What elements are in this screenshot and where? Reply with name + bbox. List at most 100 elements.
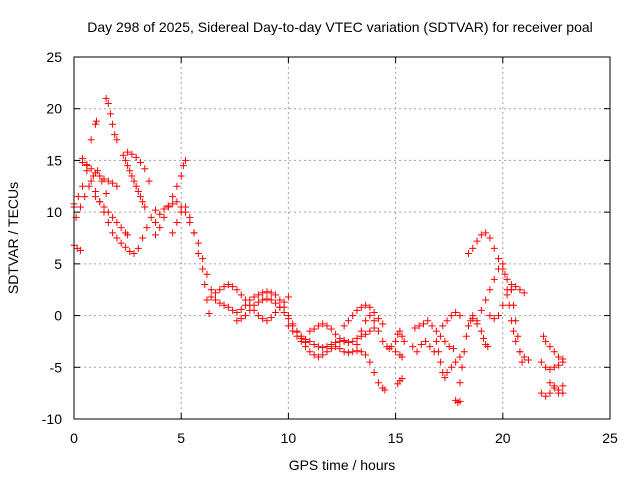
data-point [559, 382, 567, 390]
data-point [233, 286, 241, 294]
data-point [104, 100, 112, 108]
data-point [362, 317, 370, 325]
data-point [542, 337, 550, 345]
y-tick-label: 10 [46, 204, 62, 220]
series-track-aa [452, 396, 464, 406]
data-point [203, 270, 211, 278]
series-track-p [306, 320, 378, 346]
data-point [220, 283, 228, 291]
x-tick-label: 10 [281, 430, 297, 446]
data-point [501, 270, 509, 278]
data-point [199, 255, 207, 263]
data-point [447, 363, 455, 371]
data-point [289, 327, 297, 335]
data-point [306, 348, 314, 356]
data-point [495, 312, 503, 320]
data-point [207, 293, 215, 301]
data-point [374, 327, 382, 335]
data-point [306, 327, 314, 335]
series-track-r [353, 312, 393, 353]
data-point [280, 308, 288, 316]
data-point [424, 317, 432, 325]
data-point [181, 156, 189, 164]
data-point [319, 351, 327, 359]
data-point [272, 299, 280, 307]
data-point [381, 386, 389, 394]
data-point [224, 303, 232, 311]
x-tick-label: 0 [70, 430, 78, 446]
data-point [546, 389, 554, 397]
data-point [132, 153, 140, 161]
series-track-s [387, 327, 408, 351]
data-point [259, 315, 267, 323]
data-point [259, 296, 267, 304]
data-point [237, 305, 245, 313]
data-point [327, 345, 335, 353]
y-tick-label: 20 [46, 101, 62, 117]
data-point [357, 348, 365, 356]
data-point [109, 120, 117, 128]
x-tick-label: 15 [388, 430, 404, 446]
data-point [428, 322, 436, 330]
data-point [203, 296, 211, 304]
data-point [443, 317, 451, 325]
data-point [520, 289, 528, 297]
data-point [156, 210, 164, 218]
data-point [254, 298, 262, 306]
data-point [546, 379, 554, 387]
data-point [117, 239, 125, 247]
data-point [233, 317, 241, 325]
data-point [443, 368, 451, 376]
data-point [169, 229, 177, 237]
data-point [242, 296, 250, 304]
data-point [353, 347, 361, 355]
data-point [177, 172, 185, 180]
data-point [121, 243, 129, 251]
data-point [134, 244, 142, 252]
data-point [124, 162, 132, 170]
data-point [495, 255, 503, 263]
data-point [362, 330, 370, 338]
data-point [186, 213, 194, 221]
data-point [126, 167, 134, 175]
data-point [119, 151, 127, 159]
data-point [374, 379, 382, 387]
data-point [229, 283, 237, 291]
data-point [124, 231, 132, 239]
data-point [366, 358, 374, 366]
data-point [250, 293, 258, 301]
x-tick-label: 5 [177, 430, 185, 446]
data-point [293, 332, 301, 340]
data-point [104, 218, 112, 226]
data-point [259, 289, 267, 297]
data-point [379, 320, 387, 328]
data-point [91, 169, 99, 177]
data-point [514, 332, 522, 340]
data-point [555, 389, 563, 397]
data-point [126, 247, 134, 255]
series-track-z [456, 312, 477, 387]
data-point [132, 182, 140, 190]
data-point [91, 193, 99, 201]
data-point [76, 203, 84, 211]
data-point [87, 177, 95, 185]
series-track-g [102, 94, 121, 144]
data-point [546, 343, 554, 351]
data-point [267, 314, 275, 322]
data-point [432, 337, 440, 345]
data-point [456, 379, 464, 387]
series-track-j [151, 156, 189, 239]
data-point [353, 341, 361, 349]
data-point [314, 353, 322, 361]
data-point [276, 303, 284, 311]
data-point [173, 218, 181, 226]
data-point [555, 353, 563, 361]
data-point [462, 332, 470, 340]
data-point [516, 286, 524, 294]
series-track-ai [537, 384, 567, 400]
data-point [136, 158, 144, 166]
data-point [96, 198, 104, 206]
data-point [449, 345, 457, 353]
data-point [81, 193, 89, 201]
